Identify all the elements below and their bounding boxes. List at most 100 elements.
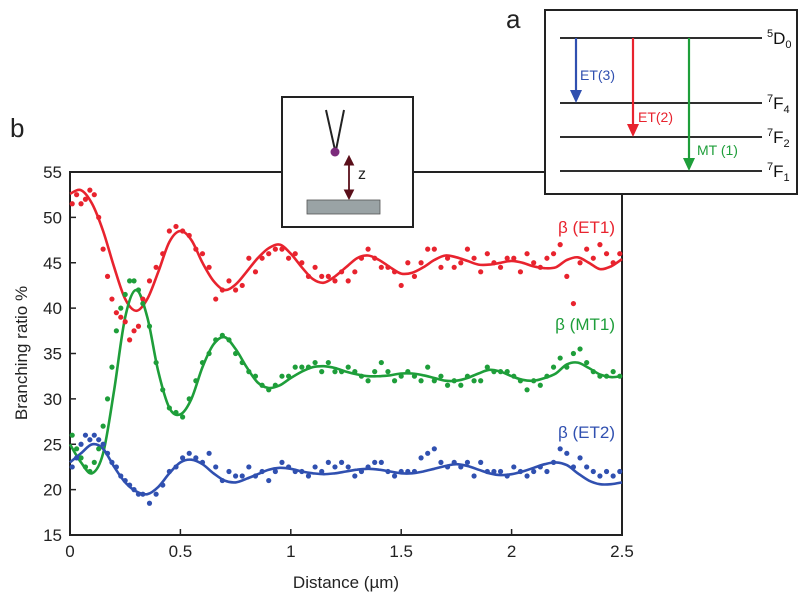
data-point-series-0 (78, 201, 84, 207)
data-point-series-0 (104, 273, 111, 279)
data-point-series-1 (378, 359, 384, 366)
data-point-series-0 (491, 260, 497, 266)
data-point-series-2 (617, 468, 623, 475)
data-point-series-2 (597, 473, 603, 479)
data-point-series-2 (511, 464, 517, 470)
data-point-series-1 (82, 464, 89, 470)
data-point-series-1 (617, 373, 623, 379)
level-main: D (773, 29, 785, 48)
data-point-series-0 (524, 251, 530, 257)
tip-inset: z (281, 96, 414, 228)
data-point-series-2 (338, 459, 345, 465)
y-tick-label: 45 (43, 254, 62, 273)
data-point-series-0 (113, 310, 119, 316)
data-point-series-1 (584, 359, 590, 366)
data-point-series-0 (266, 251, 272, 257)
data-point-series-1 (332, 369, 338, 375)
data-point-series-0 (570, 300, 577, 307)
data-point-series-2 (471, 473, 477, 479)
data-point-series-2 (122, 477, 128, 484)
y-tick-label: 30 (43, 390, 62, 409)
data-point-series-1 (252, 373, 259, 379)
data-point-series-2 (113, 464, 119, 470)
data-point-series-1 (338, 369, 345, 375)
data-point-series-1 (166, 405, 172, 411)
data-point-series-1 (292, 364, 298, 370)
data-point-series-0 (365, 246, 371, 252)
tip-left-edge (325, 109, 336, 151)
fit-curves (68, 188, 623, 496)
level-label-7f1: 7F1 (767, 161, 790, 184)
data-point-series-2 (517, 468, 524, 475)
data-point-series-2 (504, 473, 510, 479)
data-point-series-1 (570, 350, 577, 357)
data-point-series-2 (564, 450, 570, 456)
data-point-series-2 (398, 468, 404, 475)
data-point-series-2 (497, 468, 504, 475)
data-point-series-1 (213, 337, 219, 343)
data-point-series-2 (524, 473, 530, 479)
data-point-series-0 (74, 192, 80, 198)
data-point-series-0 (100, 246, 106, 252)
level-sub: 2 (784, 138, 790, 150)
data-point-series-1 (564, 364, 570, 370)
data-point-series-0 (531, 260, 537, 266)
data-point-series-0 (146, 278, 153, 284)
data-point-series-0 (537, 264, 543, 270)
data-point-series-1 (431, 378, 437, 384)
data-point-series-0 (557, 242, 563, 248)
data-point-series-0 (299, 260, 305, 266)
data-point-series-1 (78, 455, 84, 461)
data-point-series-1 (239, 359, 245, 366)
data-point-series-2 (239, 473, 245, 479)
tip-particle (330, 147, 340, 157)
data-point-series-1 (358, 373, 365, 379)
data-point-series-1 (398, 373, 404, 379)
y-tick-label: 35 (43, 345, 62, 364)
data-point-series-1 (425, 364, 431, 370)
data-point-series-0 (127, 337, 133, 343)
level-sub: 1 (784, 172, 790, 184)
data-point-series-2 (146, 500, 153, 506)
data-point-series-1 (577, 346, 583, 352)
data-point-series-2 (74, 455, 80, 461)
data-point-series-0 (471, 255, 477, 261)
data-point-series-1 (511, 373, 517, 379)
x-tick-label: 2 (507, 542, 516, 561)
data-point-series-0 (206, 264, 212, 270)
data-point-series-0 (385, 264, 391, 270)
data-point-series-0 (584, 246, 590, 252)
data-point-series-0 (69, 201, 75, 207)
data-point-series-1 (279, 373, 285, 379)
data-point-series-2 (603, 468, 610, 475)
data-point-series-2 (451, 459, 457, 465)
data-point-series-1 (127, 278, 133, 284)
data-point-series-0 (312, 264, 318, 270)
data-point-series-1 (96, 446, 102, 452)
x-tick-label: 2.5 (610, 542, 634, 561)
data-point-series-0 (511, 255, 517, 261)
data-points (69, 187, 623, 506)
data-point-series-2 (431, 446, 437, 452)
data-point-series-0 (173, 223, 179, 230)
data-point-series-2 (491, 468, 497, 475)
data-point-series-2 (104, 450, 111, 456)
data-point-series-0 (478, 269, 484, 275)
data-point-series-2 (279, 459, 285, 465)
data-point-series-2 (219, 477, 225, 484)
data-point-series-1 (285, 373, 292, 379)
data-point-series-0 (160, 251, 166, 257)
data-point-series-0 (259, 255, 265, 261)
data-point-series-1 (272, 382, 278, 388)
data-point-series-1 (160, 387, 166, 393)
data-point-series-1 (544, 373, 550, 379)
data-point-series-1 (603, 373, 610, 379)
data-point-series-1 (345, 364, 351, 370)
data-point-series-0 (279, 246, 285, 252)
data-point-series-1 (464, 373, 471, 379)
data-point-series-0 (597, 242, 603, 248)
data-point-series-1 (418, 378, 424, 384)
data-point-series-0 (378, 264, 384, 270)
level-sub: 4 (784, 104, 790, 116)
data-point-series-1 (131, 278, 137, 284)
